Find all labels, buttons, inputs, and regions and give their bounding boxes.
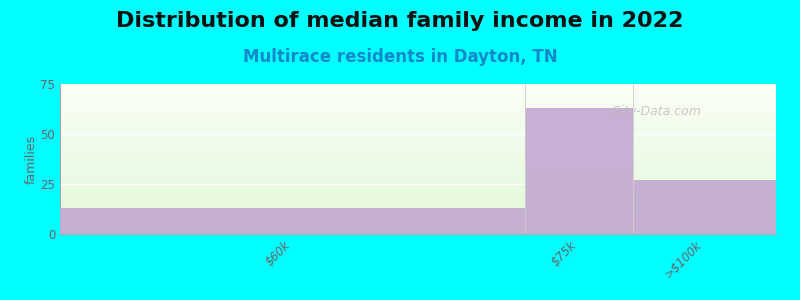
Text: City-Data.com: City-Data.com bbox=[604, 104, 701, 118]
Bar bbox=[526, 108, 633, 234]
Bar bbox=[60, 208, 526, 234]
Text: Multirace residents in Dayton, TN: Multirace residents in Dayton, TN bbox=[242, 48, 558, 66]
Bar bbox=[633, 180, 776, 234]
Text: Distribution of median family income in 2022: Distribution of median family income in … bbox=[116, 11, 684, 31]
Y-axis label: families: families bbox=[25, 134, 38, 184]
